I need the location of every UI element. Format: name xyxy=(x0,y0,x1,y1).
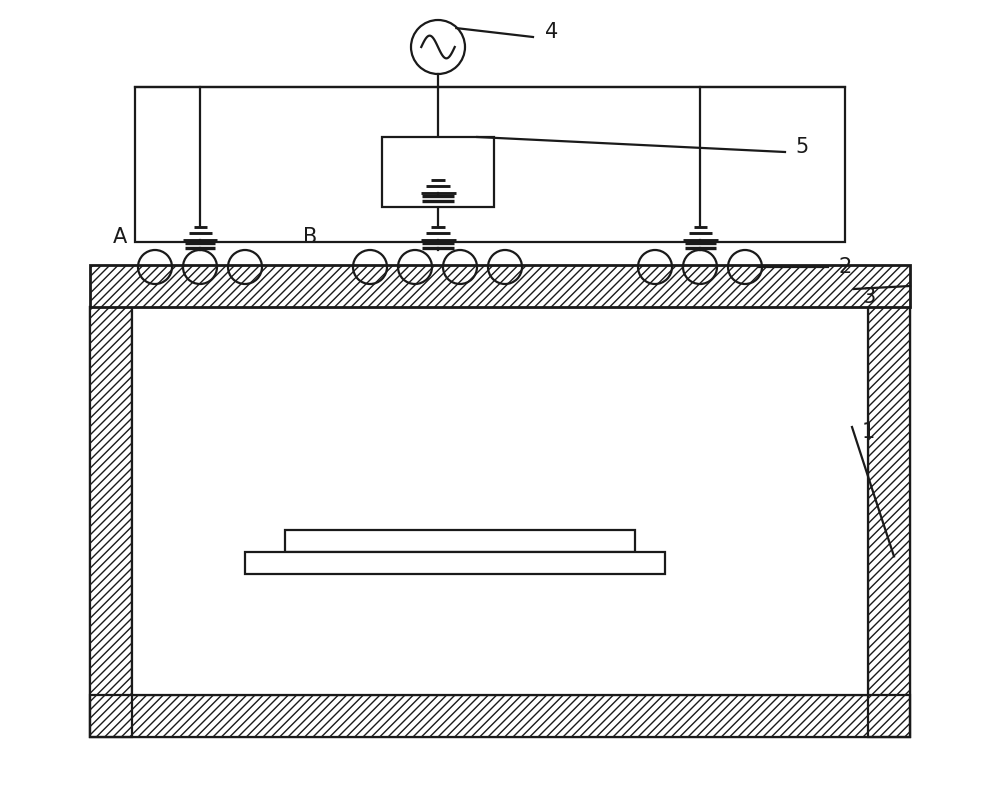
Bar xyxy=(285,530,635,552)
Bar xyxy=(135,87,845,242)
Bar xyxy=(90,307,132,737)
Bar xyxy=(382,137,494,207)
Text: 5: 5 xyxy=(795,137,808,157)
Text: 1: 1 xyxy=(862,422,875,442)
Bar xyxy=(245,552,665,574)
Text: 4: 4 xyxy=(545,22,558,42)
Text: 2: 2 xyxy=(838,257,851,277)
Bar xyxy=(90,307,910,737)
Bar xyxy=(90,265,910,307)
Text: B: B xyxy=(303,227,317,247)
Bar xyxy=(868,307,910,737)
Bar xyxy=(868,307,910,737)
Bar xyxy=(90,695,910,737)
Text: A: A xyxy=(113,227,127,247)
Bar xyxy=(90,307,132,737)
Bar xyxy=(132,307,868,695)
Bar xyxy=(90,265,910,307)
Text: 3: 3 xyxy=(862,287,875,307)
Bar xyxy=(90,695,910,737)
